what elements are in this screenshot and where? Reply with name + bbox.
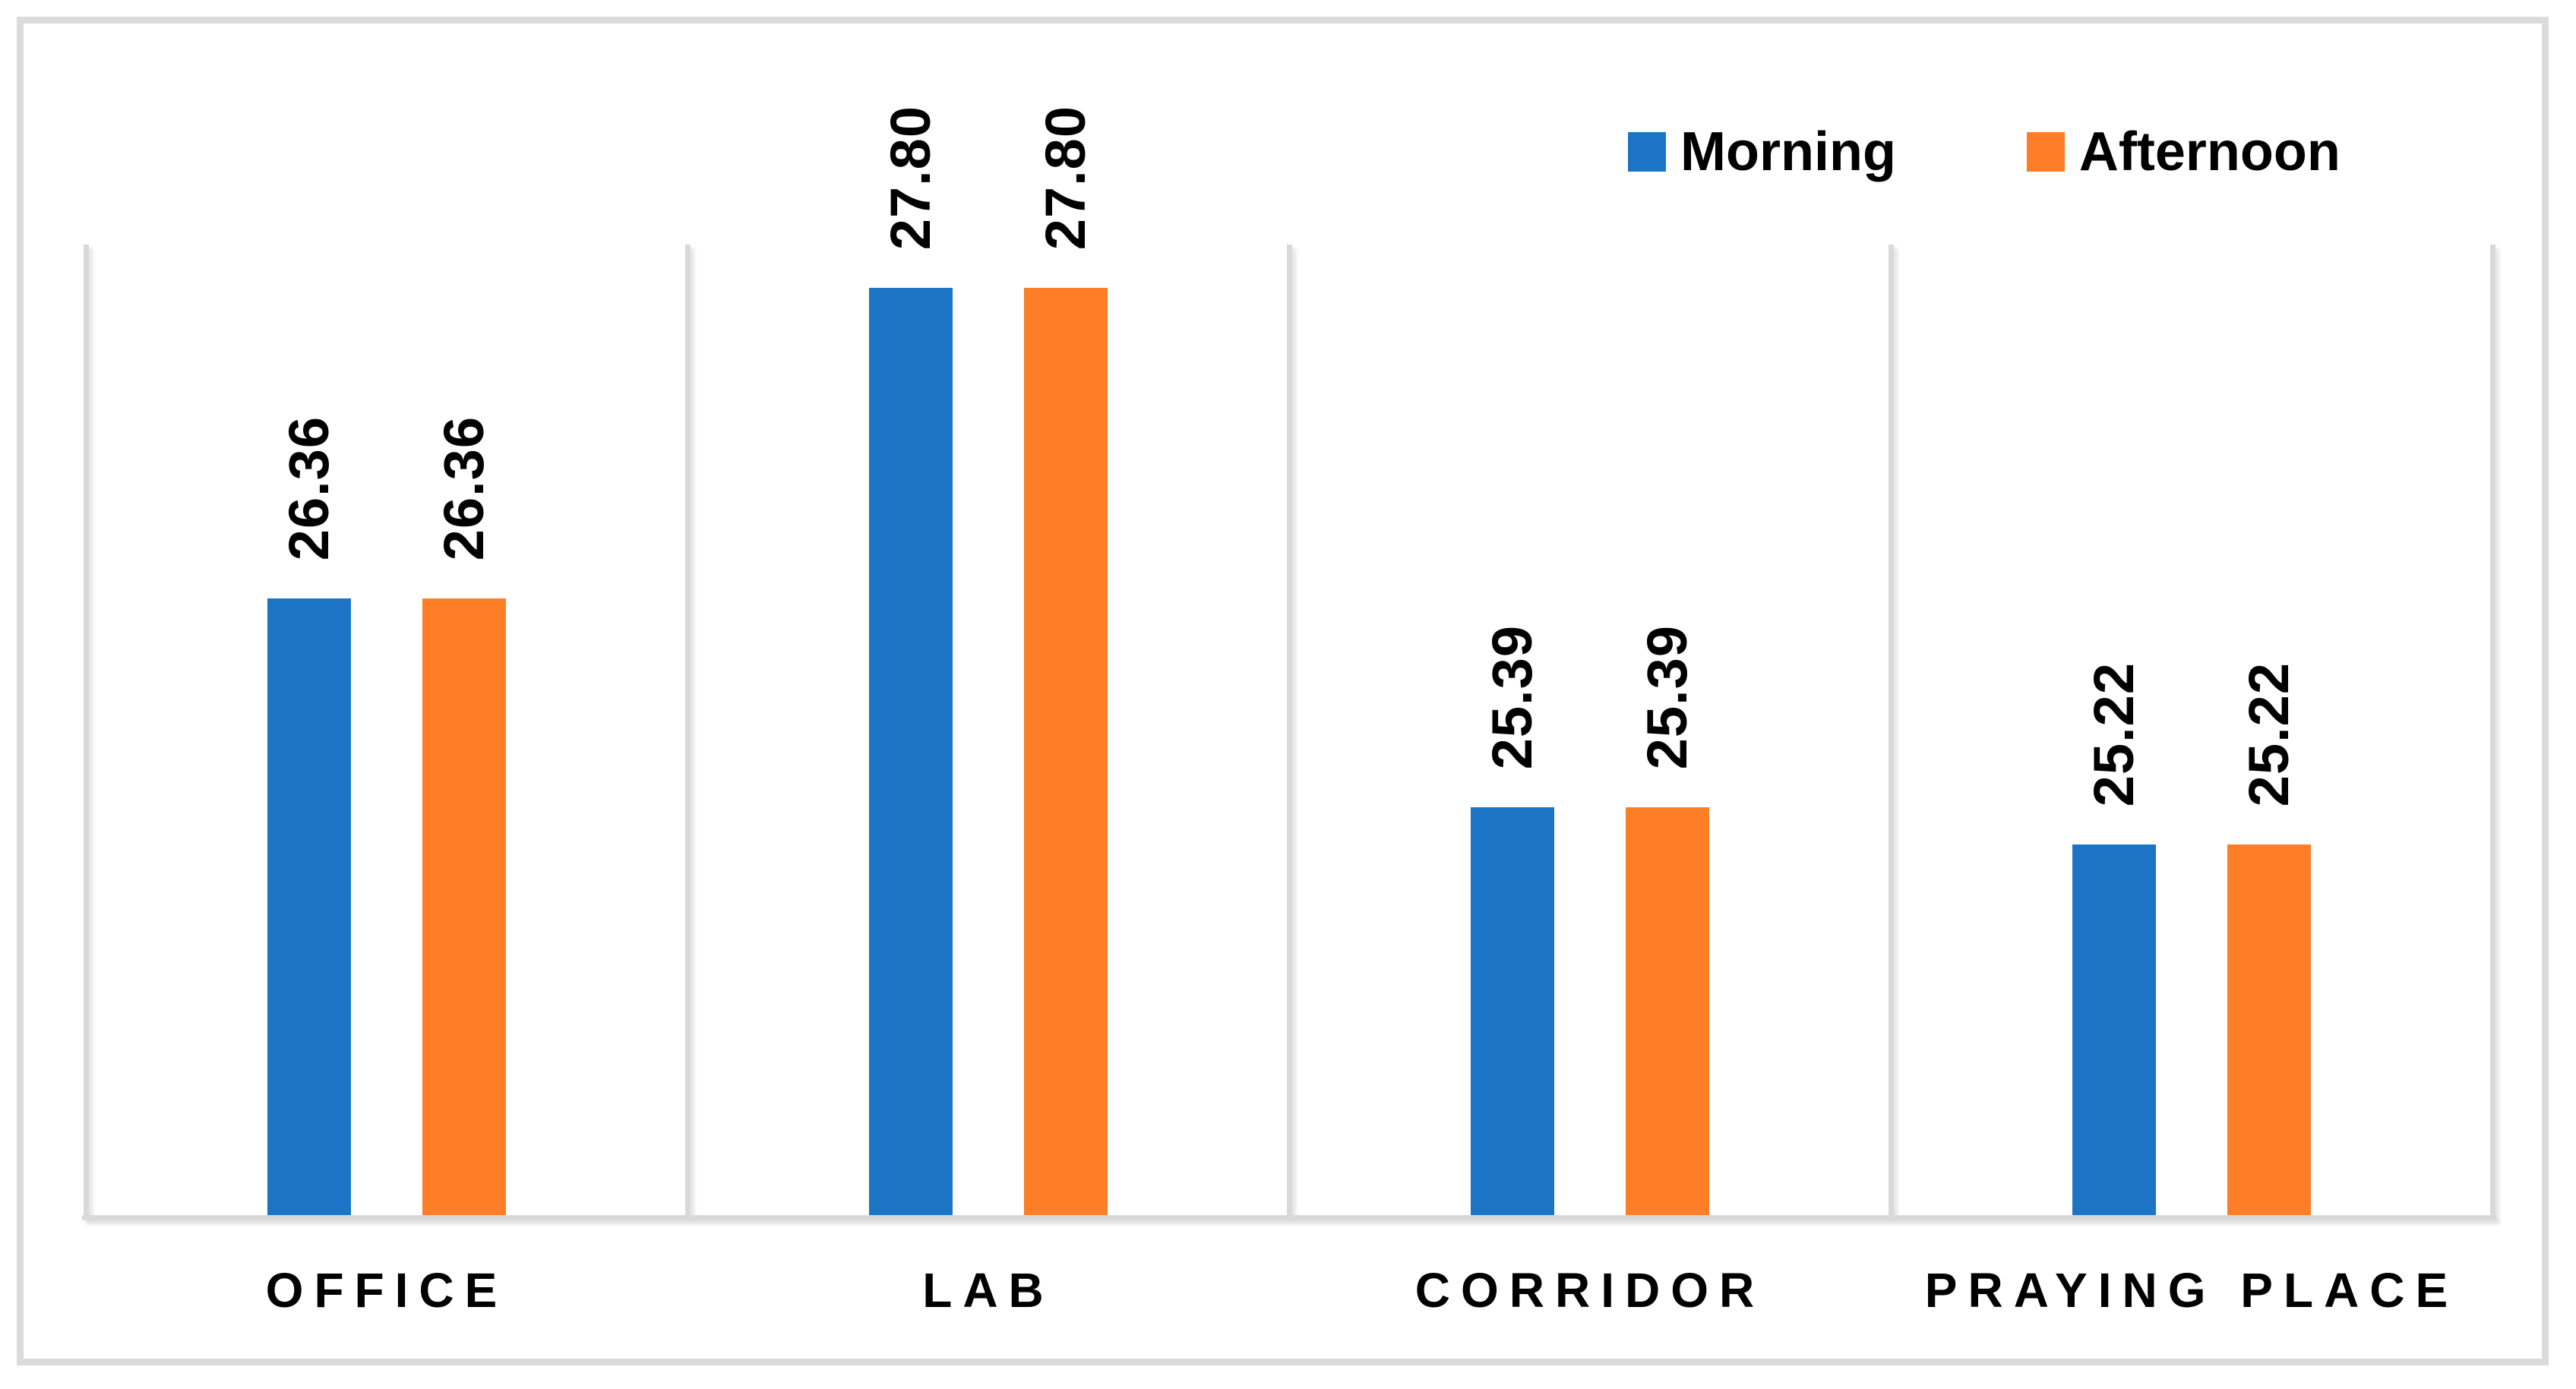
data-label-afternoon-praying-place: 25.22	[2237, 661, 2300, 807]
bar-morning-office	[267, 598, 351, 1215]
data-label-morning-office: 26.36	[277, 415, 340, 560]
chart-legend: Morning Afternoon	[1628, 122, 2341, 182]
bar-afternoon-corridor	[1626, 807, 1709, 1215]
category-label-office: OFFICE	[265, 1263, 508, 1318]
afternoon-series-swatch-icon	[2026, 132, 2065, 172]
category-gridline	[1889, 245, 1894, 1215]
category-label-corridor: CORRIDOR	[1414, 1263, 1765, 1318]
bar-morning-corridor	[1471, 807, 1554, 1215]
category-gridline	[1287, 245, 1292, 1215]
morning-series-swatch-icon	[1628, 132, 1666, 172]
data-label-afternoon-office: 26.36	[432, 415, 495, 560]
category-label-lab: LAB	[922, 1263, 1054, 1318]
bar-afternoon-praying-place	[2227, 844, 2311, 1215]
category-gridline	[2490, 245, 2495, 1215]
legend-label-afternoon: Afternoon	[2078, 122, 2341, 182]
data-label-afternoon-lab: 27.80	[1034, 105, 1097, 250]
bar-afternoon-lab	[1024, 288, 1108, 1215]
data-label-afternoon-corridor: 25.39	[1636, 624, 1699, 769]
legend-item-afternoon: Afternoon	[2026, 122, 2341, 182]
category-label-praying-place: PRAYING PLACE	[1924, 1263, 2459, 1318]
data-label-morning-praying-place: 25.22	[2082, 661, 2145, 807]
chart-outer-frame	[17, 17, 2549, 1365]
category-gridline	[84, 245, 89, 1215]
data-label-morning-lab: 27.80	[879, 105, 942, 250]
bar-morning-praying-place	[2072, 844, 2156, 1215]
legend-item-morning: Morning	[1628, 122, 1896, 182]
bar-afternoon-office	[422, 598, 506, 1215]
data-label-morning-corridor: 25.39	[1481, 624, 1544, 769]
plot-area: 26.36 26.36 27.80 27.80 25.39 25.39 25.22 25.22	[82, 106, 2496, 1220]
x-axis-line	[82, 1215, 2496, 1220]
legend-label-morning: Morning	[1680, 122, 1896, 182]
category-gridline	[685, 245, 691, 1215]
bar-morning-lab	[869, 288, 953, 1215]
